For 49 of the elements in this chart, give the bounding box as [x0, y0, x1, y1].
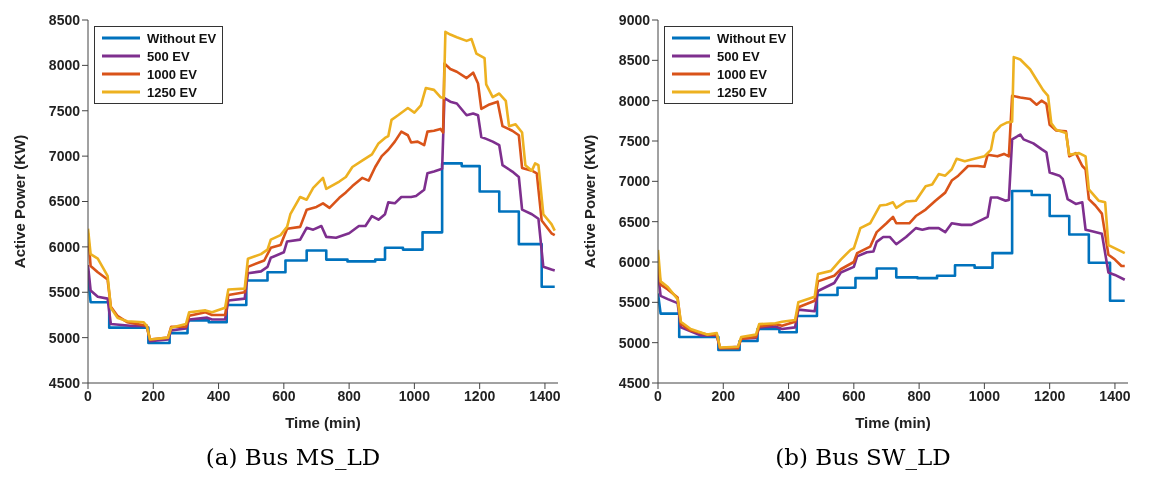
x-tick-label: 1000	[968, 387, 1001, 404]
legend-label: 500 EV	[147, 48, 190, 64]
y-tick-label: 7500	[618, 132, 651, 149]
y-tick-label: 6500	[618, 213, 651, 230]
y-tick-label: 8000	[618, 92, 651, 109]
text: (a) Bus MS_LD	[204, 444, 382, 470]
legend-label: Without EV	[147, 30, 217, 46]
y-tick-label: 5500	[618, 294, 651, 311]
legend-label: 500 EV	[717, 48, 760, 64]
x-tick-label: 200	[711, 387, 736, 404]
y-tick-label: 6500	[48, 193, 81, 210]
y-axis-title: Active Power (KW)	[581, 134, 599, 269]
x-tick-label: 200	[141, 387, 166, 404]
x-tick-label: 1200	[1034, 387, 1066, 404]
y-tick-label: 8500	[48, 11, 81, 28]
x-tick-label: 1400	[1099, 387, 1131, 404]
x-tick-label: 400	[206, 387, 231, 404]
y-tick-label: 6000	[618, 253, 651, 270]
y-axis-title: Active Power (KW)	[11, 134, 29, 269]
y-tick-label: 4500	[48, 374, 81, 391]
legend-label: 1250 EV	[147, 84, 197, 100]
x-tick-label: 600	[272, 387, 296, 404]
legend-label: 1250 EV	[717, 84, 767, 100]
y-tick-label: 5000	[48, 329, 81, 346]
y-tick-label: 4500	[618, 374, 651, 391]
x-tick-label: 600	[842, 387, 866, 404]
x-axis-title: Time (min)	[285, 414, 361, 431]
legend-label: 1000 EV	[717, 66, 767, 82]
legend-label: 1000 EV	[147, 66, 197, 82]
x-tick-label: 800	[337, 387, 361, 404]
x-tick-label: 1400	[529, 387, 561, 404]
x-tick-label: 0	[84, 387, 93, 404]
y-tick-label: 5500	[48, 284, 81, 301]
y-tick-label: 5000	[618, 334, 651, 351]
y-tick-label: 6000	[48, 238, 81, 255]
x-tick-label: 400	[776, 387, 801, 404]
text: (b) Bus SW_LD	[774, 444, 952, 470]
x-axis-title: Time (min)	[855, 414, 931, 431]
x-tick-label: 1000	[398, 387, 431, 404]
x-tick-label: 1200	[464, 387, 496, 404]
y-tick-label: 9000	[618, 11, 651, 28]
y-tick-label: 8500	[618, 52, 651, 69]
y-tick-label: 7500	[48, 102, 81, 119]
y-tick-label: 7000	[48, 148, 81, 165]
y-tick-label: 7000	[618, 173, 651, 190]
y-tick-label: 8000	[48, 57, 81, 74]
x-tick-label: 0	[654, 387, 663, 404]
legend-label: Without EV	[717, 30, 787, 46]
x-tick-label: 800	[907, 387, 931, 404]
